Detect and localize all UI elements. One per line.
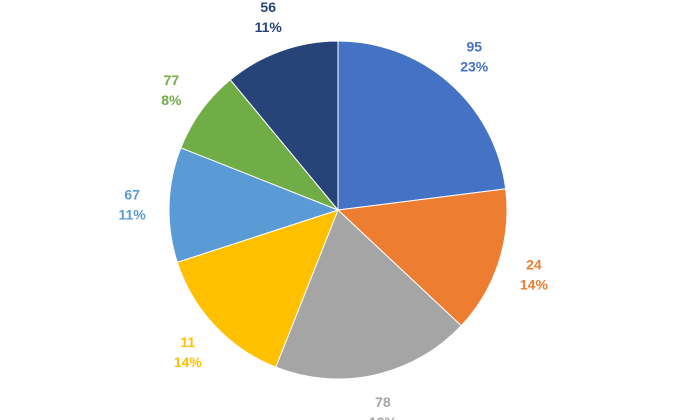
pie-labels: 95 23% 24 14% 78 19% 11 14% 67 11% 77 8% 56 11% (118, 0, 548, 420)
slice-value-label-3: 11 (180, 334, 195, 350)
slice-value-label-5: 77 (164, 72, 180, 88)
slice-value-label-2: 78 (375, 394, 391, 410)
slice-percent-label-2: 19% (369, 414, 398, 420)
pie-slice-2 (275, 209, 462, 380)
slice-percent-label-6: 11% (255, 19, 283, 35)
pie-slices (168, 40, 508, 380)
slice-value-label-1: 24 (526, 257, 542, 273)
slice-value-label-0: 95 (466, 38, 482, 54)
pie-slice-4 (168, 147, 340, 263)
pie-slice-0 (337, 40, 507, 211)
slice-value-label-6: 56 (260, 0, 276, 15)
slice-percent-label-3: 14% (174, 354, 203, 370)
slice-value-label-4: 67 (124, 187, 140, 203)
slice-percent-label-5: 8% (161, 92, 182, 108)
pie-slice-1 (336, 188, 508, 327)
slice-percent-label-4: 11% (118, 207, 146, 223)
slice-percent-label-0: 23% (460, 58, 489, 74)
pie-slice-6 (229, 40, 339, 212)
slice-percent-label-1: 14% (520, 277, 549, 293)
